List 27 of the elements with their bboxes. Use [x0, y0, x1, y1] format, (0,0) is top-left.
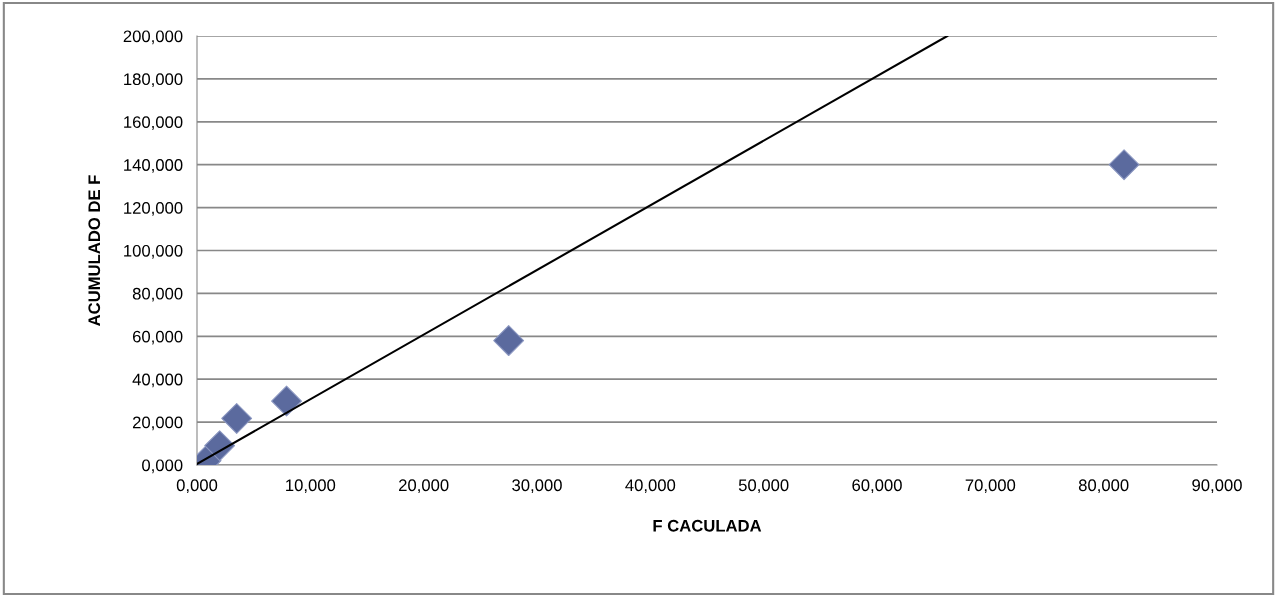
y-tick-label: 200,000 — [123, 30, 183, 45]
x-tick-label: 30,000 — [512, 479, 562, 494]
x-tick-label: 10,000 — [286, 479, 336, 494]
x-tick-label: 40,000 — [625, 479, 676, 494]
x-tick-label: 60,000 — [852, 479, 902, 494]
y-tick-label: 140,000 — [124, 159, 183, 173]
y-tick-label: 120,000 — [124, 202, 183, 216]
y-tick-label: 60,000 — [132, 330, 183, 345]
point — [1108, 149, 1140, 181]
x-tick-label: 90,000 — [1192, 479, 1242, 494]
point — [221, 403, 253, 434]
x-tick-label: 0,000 — [176, 479, 218, 494]
x-tick-label: 70,000 — [965, 479, 1016, 494]
y-tick-label: 0,000 — [142, 459, 183, 474]
y-tick-label: 100,000 — [124, 244, 183, 259]
x-tick-label: 50,000 — [738, 479, 789, 494]
point — [271, 385, 302, 417]
y-tick-label: 20,000 — [132, 416, 183, 431]
y-tick-label: 180,000 — [124, 73, 183, 88]
y-tick-label: 80,000 — [132, 287, 183, 302]
y-tick-label: 160,000 — [124, 116, 183, 130]
x-tick-label: 80,000 — [1078, 479, 1129, 494]
y-tick-label: 40,000 — [132, 373, 183, 388]
x-tick-label: 20,000 — [399, 479, 449, 494]
y-axis-title: ACUMULADO DE F — [88, 175, 101, 327]
point — [493, 325, 525, 357]
x-axis-title: F CACULADA — [653, 519, 762, 532]
